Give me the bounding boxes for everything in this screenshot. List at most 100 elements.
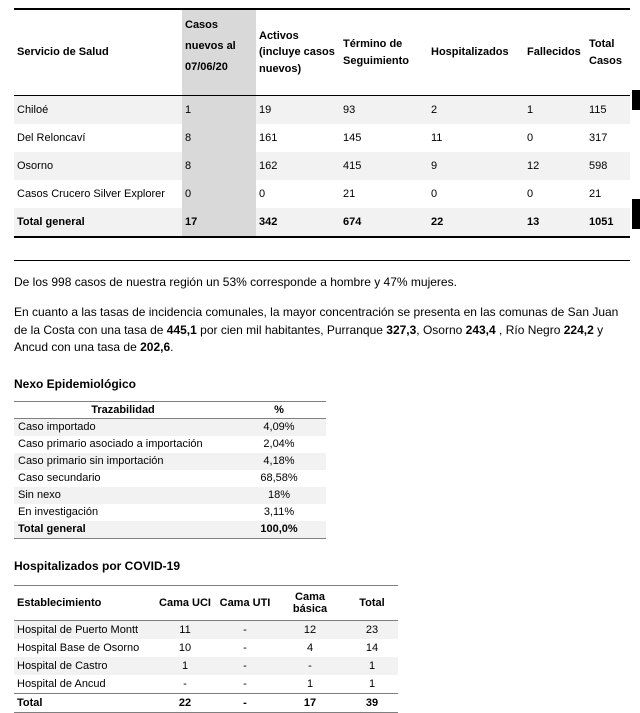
table-row: Hospital Base de Osorno 10 - 4 14: [14, 639, 398, 657]
gender-distribution-paragraph: De los 998 casos de nuestra región un 53…: [14, 275, 457, 289]
header-cama-basica: Cama básica: [274, 585, 346, 621]
cell: 2: [428, 95, 524, 124]
hospitales-header-row: Establecimiento Cama UCI Cama UTI Cama b…: [14, 585, 398, 621]
hospitalizados-heading: Hospitalizados por COVID-19: [14, 558, 181, 573]
table-row: Hospital de Castro 1 - - 1: [14, 656, 398, 675]
cell: 145: [343, 132, 362, 144]
cell: 11: [431, 132, 443, 144]
cell: 1: [368, 677, 376, 690]
trazabilidad-table: Trazabilidad % Caso importado 4,09% Caso…: [14, 400, 326, 539]
cell: 4,18%: [232, 452, 326, 470]
cell: 1: [154, 656, 216, 675]
header-percent: %: [232, 401, 326, 419]
cell: Hospital de Castro: [14, 656, 154, 675]
cell: 100,0%: [232, 520, 326, 539]
header-hospitalizados: Hospitalizados: [428, 9, 524, 96]
cell: 18%: [232, 486, 326, 504]
cell: 17: [274, 692, 346, 713]
cell: 93: [340, 95, 428, 124]
summary-header-row: Servicio de Salud Casos nuevos al 07/06/…: [14, 9, 630, 96]
cell: 13: [524, 208, 586, 237]
trazabilidad-header-row: Trazabilidad %: [14, 401, 326, 419]
cell: 342: [256, 208, 340, 237]
table-row: Osorno 8 162 415 9 12 598: [14, 152, 630, 180]
cell: 0: [431, 188, 438, 200]
incidence-text: y Ancud con una tasa de: [14, 322, 604, 355]
cell: 115: [586, 95, 630, 124]
cell: 23: [346, 620, 398, 639]
nexo-heading: Nexo Epidemiológico: [14, 376, 137, 391]
cell: 39: [346, 692, 398, 713]
cell: 0: [527, 132, 534, 144]
table-row: Sin nexo 18%: [14, 486, 326, 504]
cell: 1: [182, 95, 256, 124]
cell: Sin nexo: [14, 486, 232, 504]
cell: Caso secundario: [18, 472, 101, 485]
header-fallecidos: Fallecidos: [524, 9, 586, 96]
cell: 0: [182, 180, 256, 208]
header-cama-uti: Cama UTI: [216, 585, 274, 621]
cell: Hospital Base de Osorno: [17, 641, 140, 654]
table-row: Caso importado 4,09%: [14, 418, 326, 436]
summary-table: Servicio de Salud Casos nuevos al 07/06/…: [14, 8, 630, 238]
cell: 9: [428, 152, 524, 180]
cell: 22: [154, 692, 216, 713]
table-row: Caso primario sin importación 4,18%: [14, 452, 326, 470]
cell: 11: [154, 620, 216, 639]
cell: 68,58%: [260, 472, 298, 485]
table-row: Hospital de Puerto Montt 11 - 12 23: [14, 620, 398, 639]
section-divider: [14, 260, 630, 261]
incidence-rate-ancud: 202,6: [140, 340, 171, 355]
cell: -: [243, 641, 247, 654]
cell: Caso primario asociado a importación: [18, 438, 203, 451]
edge-artifact: [632, 199, 640, 229]
cell: 161: [259, 132, 278, 144]
cell: Hospital de Ancud: [17, 677, 106, 690]
cell: Total general: [14, 520, 232, 539]
incidence-paragraph: En cuanto a las tasas de incidencia comu…: [14, 304, 624, 356]
cell: -: [183, 677, 187, 690]
cell: 162: [256, 152, 340, 180]
cell: En investigación: [18, 506, 99, 519]
cell: 21: [343, 188, 356, 200]
cell: -: [274, 656, 346, 675]
table-row-total: Total 22 - 17 39: [14, 692, 398, 713]
cell: 0: [527, 188, 534, 200]
edge-artifact: [632, 90, 640, 110]
cell: 3,11%: [263, 506, 295, 519]
cell: 8: [182, 152, 256, 180]
cell: Chiloé: [14, 95, 182, 124]
cell: 1: [306, 677, 314, 690]
cell: Total: [14, 692, 154, 713]
cell: Caso importado: [14, 418, 232, 436]
table-row: Caso secundario 68,58%: [14, 470, 326, 487]
cell: 4,09%: [232, 418, 326, 436]
incidence-rate-purranque: 327,3: [386, 322, 417, 337]
cell: 21: [589, 188, 602, 200]
incidence-rate-osorno: 243,4: [465, 322, 496, 337]
header-activos: Activos (incluye casos nuevos): [256, 9, 340, 96]
incidence-text: En cuanto a las tasas de incidencia comu…: [14, 305, 619, 337]
table-row-total: Total general 100,0%: [14, 520, 326, 539]
cell: Hospital de Puerto Montt: [14, 620, 154, 639]
incidence-text: , Osorno: [416, 322, 466, 337]
cell: 2,04%: [263, 438, 295, 451]
header-total-casos: Total Casos: [586, 9, 630, 96]
cell: -: [243, 677, 247, 690]
cell: 12: [524, 152, 586, 180]
header-termino: Término de Seguimiento: [340, 9, 428, 96]
incidence-rate-san-juan: 445,1: [166, 322, 197, 337]
cell: 317: [589, 132, 608, 144]
incidence-text: por cien mil habitantes, Purranque: [196, 322, 387, 337]
cell: 4: [306, 641, 314, 654]
cell: 10: [178, 641, 192, 654]
cell: -: [216, 692, 274, 713]
cell: Casos Crucero Silver Explorer: [17, 188, 165, 200]
cell: Osorno: [14, 152, 182, 180]
table-row: Hospital de Ancud - - 1 1: [14, 675, 398, 694]
table-row-total: Total general 17 342 674 22 13 1051: [14, 208, 630, 237]
header-casos-nuevos: Casos nuevos al 07/06/20: [182, 9, 256, 96]
table-row: En investigación 3,11%: [14, 504, 326, 521]
header-servicio: Servicio de Salud: [14, 9, 182, 96]
